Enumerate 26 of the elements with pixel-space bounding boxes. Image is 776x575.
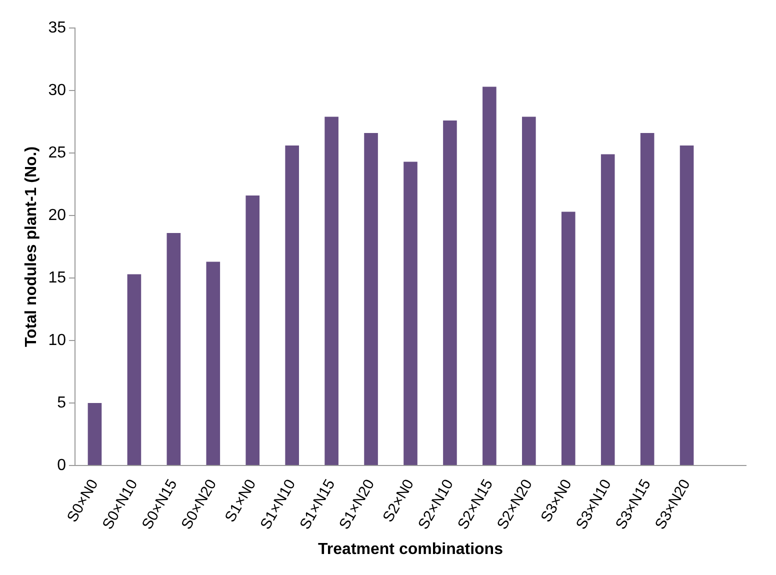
bar <box>88 402 102 465</box>
bar <box>680 146 694 465</box>
y-axis-title: Total nodules plant-1 (No.) <box>23 146 40 348</box>
bar <box>443 120 457 465</box>
bar <box>285 146 299 465</box>
bar <box>166 233 181 465</box>
y-tick-label: 5 <box>57 394 66 412</box>
bar <box>482 86 496 465</box>
y-tick-label: 0 <box>57 456 66 474</box>
bar <box>404 162 418 465</box>
y-tick-label: 30 <box>48 82 66 99</box>
y-tick-label: 25 <box>48 144 66 162</box>
y-tick-label: 15 <box>48 269 66 286</box>
y-tick-label: 10 <box>48 332 66 349</box>
bar <box>127 274 142 465</box>
bar <box>246 196 260 465</box>
bar <box>324 116 338 465</box>
bar <box>600 154 615 465</box>
bar <box>640 133 654 465</box>
bar <box>364 133 378 465</box>
y-tick-label: 20 <box>48 206 66 224</box>
x-axis-title: Treatment combinations <box>318 540 504 558</box>
bar <box>522 116 536 465</box>
bar <box>206 262 220 465</box>
bar <box>561 212 576 465</box>
y-tick-label: 35 <box>48 19 66 36</box>
